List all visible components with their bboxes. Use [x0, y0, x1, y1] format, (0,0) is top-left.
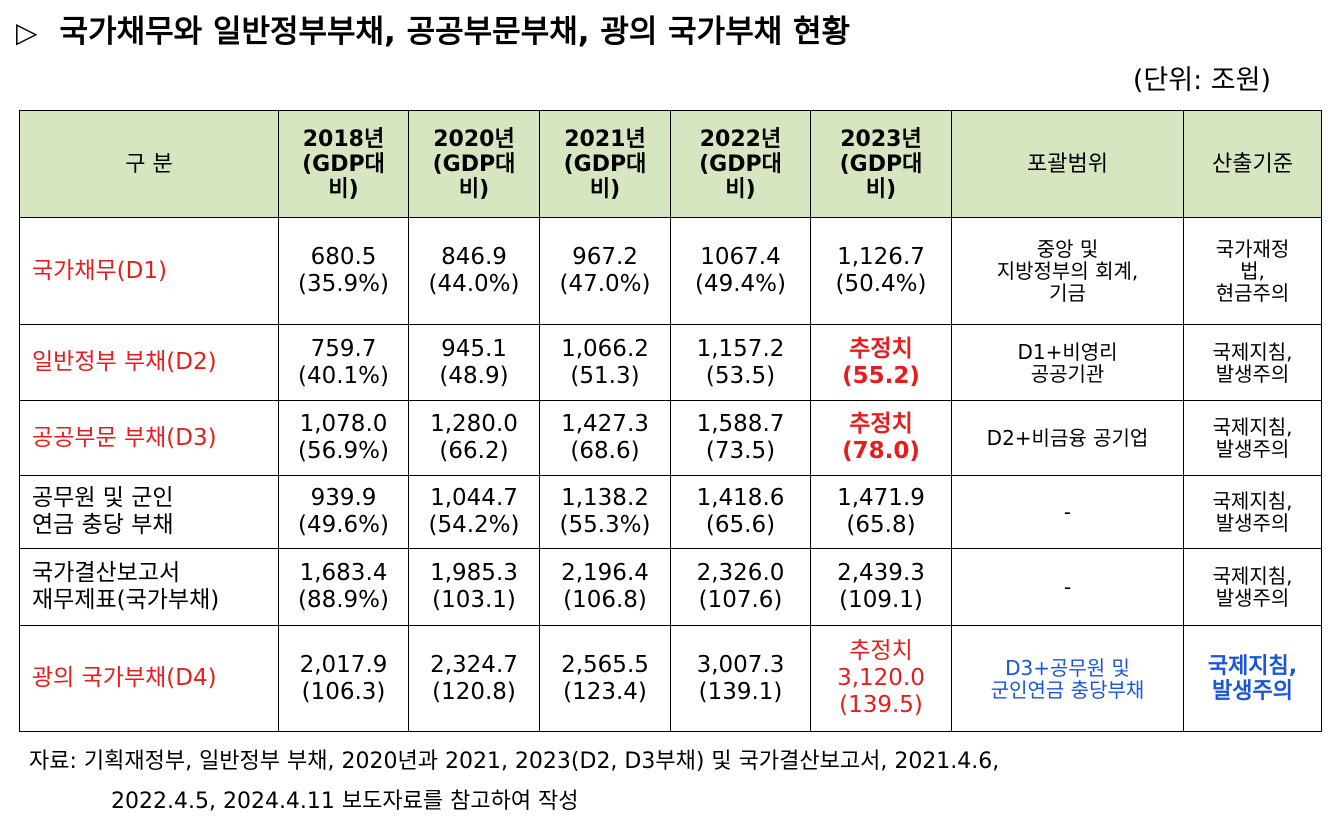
table-row: 일반정부 부채(D2) 759.7 (40.1%) 945.1 (48.9) 1…	[19, 324, 1322, 401]
value-cell: 2,439.3 (109.1)	[810, 548, 952, 626]
header-year: 2022년 (GDP대 비)	[670, 110, 811, 218]
row-label: 일반정부 부채(D2)	[19, 324, 279, 401]
value-cell: 1,126.7 (50.4%)	[810, 217, 952, 325]
value-cell: 759.7 (40.1%)	[278, 324, 409, 401]
source-note: 자료: 기획재정부, 일반정부 부채, 2020년과 2021, 2023(D2…	[29, 742, 999, 822]
header-year: 2021년 (GDP대 비)	[539, 110, 671, 218]
basis-cell: 국제지침, 발생주의	[1183, 625, 1322, 732]
value-cell: 1,044.7 (54.2%)	[408, 475, 540, 549]
title-text: 국가채무와 일반정부부채, 공공부문부채, 광의 국가부채 현황	[59, 14, 851, 50]
value-cell: 1,066.2 (51.3)	[539, 324, 671, 401]
value-cell: 1,078.0 (56.9%)	[278, 400, 409, 476]
scope-cell: D3+공무원 및 군인연금 충당부채	[951, 625, 1184, 732]
scope-cell: -	[951, 475, 1184, 549]
value-cell: 추정치 (78.0)	[810, 400, 952, 476]
value-cell: 846.9 (44.0%)	[408, 217, 540, 325]
value-cell: 추정치 (55.2)	[810, 324, 952, 401]
row-label: 국가채무(D1)	[19, 217, 279, 325]
table-row: 공공부문 부채(D3) 1,078.0 (56.9%) 1,280.0 (66.…	[19, 400, 1322, 476]
value-cell: 3,007.3 (139.1)	[670, 625, 811, 732]
value-cell: 945.1 (48.9)	[408, 324, 540, 401]
table-row: 공무원 및 군인 연금 충당 부채 939.9 (49.6%) 1,044.7 …	[19, 475, 1322, 549]
scope-cell: -	[951, 548, 1184, 626]
value-cell: 1,683.4 (88.9%)	[278, 548, 409, 626]
row-label: 공무원 및 군인 연금 충당 부채	[19, 475, 279, 549]
value-cell: 1067.4 (49.4%)	[670, 217, 811, 325]
header-year: 2023년 (GDP대 비)	[810, 110, 952, 218]
header-basis: 산출기준	[1183, 110, 1322, 218]
page-title: ▷ 국가채무와 일반정부부채, 공공부문부채, 광의 국가부채 현황	[16, 6, 850, 51]
basis-cell: 국가재정 법, 현금주의	[1183, 217, 1322, 325]
value-cell: 1,138.2 (55.3%)	[539, 475, 671, 549]
value-cell: 2,196.4 (106.8)	[539, 548, 671, 626]
value-cell: 2,324.7 (120.8)	[408, 625, 540, 732]
scope-cell: D2+비금융 공기업	[951, 400, 1184, 476]
scope-cell: D1+비영리 공공기관	[951, 324, 1184, 401]
row-label: 국가결산보고서 재무제표(국가부채)	[19, 548, 279, 626]
header-row: 구 분 2018년 (GDP대 비) 2020년 (GDP대 비) 2021년 …	[19, 110, 1322, 218]
value-cell: 1,157.2 (53.5)	[670, 324, 811, 401]
header-year: 2018년 (GDP대 비)	[278, 110, 409, 218]
value-cell: 1,471.9 (65.8)	[810, 475, 952, 549]
value-cell: 939.9 (49.6%)	[278, 475, 409, 549]
table-row: 광의 국가부채(D4) 2,017.9 (106.3) 2,324.7 (120…	[19, 625, 1322, 732]
value-cell: 1,985.3 (103.1)	[408, 548, 540, 626]
scope-cell: 중앙 및 지방정부의 회계, 기금	[951, 217, 1184, 325]
header-year: 2020년 (GDP대 비)	[408, 110, 540, 218]
table-row: 국가결산보고서 재무제표(국가부채) 1,683.4 (88.9%) 1,985…	[19, 548, 1322, 626]
basis-cell: 국제지침, 발생주의	[1183, 400, 1322, 476]
triangle-marker-icon: ▷	[16, 16, 38, 49]
value-cell: 2,326.0 (107.6)	[670, 548, 811, 626]
header-category: 구 분	[19, 110, 279, 218]
header-scope: 포괄범위	[951, 110, 1184, 218]
value-cell: 1,280.0 (66.2)	[408, 400, 540, 476]
value-cell: 1,588.7 (73.5)	[670, 400, 811, 476]
basis-cell: 국제지침, 발생주의	[1183, 475, 1322, 549]
debt-table: 구 분 2018년 (GDP대 비) 2020년 (GDP대 비) 2021년 …	[19, 110, 1322, 732]
value-cell: 967.2 (47.0%)	[539, 217, 671, 325]
row-label: 공공부문 부채(D3)	[19, 400, 279, 476]
value-cell: 1,427.3 (68.6)	[539, 400, 671, 476]
unit-label: (단위: 조원)	[1132, 65, 1271, 96]
source-note-line2: 2022.4.5, 2024.4.11 보도자료를 참고하여 작성	[111, 789, 579, 814]
value-cell: 1,418.6 (65.6)	[670, 475, 811, 549]
basis-cell: 국제지침, 발생주의	[1183, 548, 1322, 626]
source-note-line1: 자료: 기획재정부, 일반정부 부채, 2020년과 2021, 2023(D2…	[29, 749, 1000, 774]
value-cell: 680.5 (35.9%)	[278, 217, 409, 325]
value-cell: 추정치 3,120.0 (139.5)	[810, 625, 952, 732]
table-row: 국가채무(D1) 680.5 (35.9%) 846.9 (44.0%) 967…	[19, 217, 1322, 325]
basis-cell: 국제지침, 발생주의	[1183, 324, 1322, 401]
value-cell: 2,565.5 (123.4)	[539, 625, 671, 732]
row-label: 광의 국가부채(D4)	[19, 625, 279, 732]
value-cell: 2,017.9 (106.3)	[278, 625, 409, 732]
